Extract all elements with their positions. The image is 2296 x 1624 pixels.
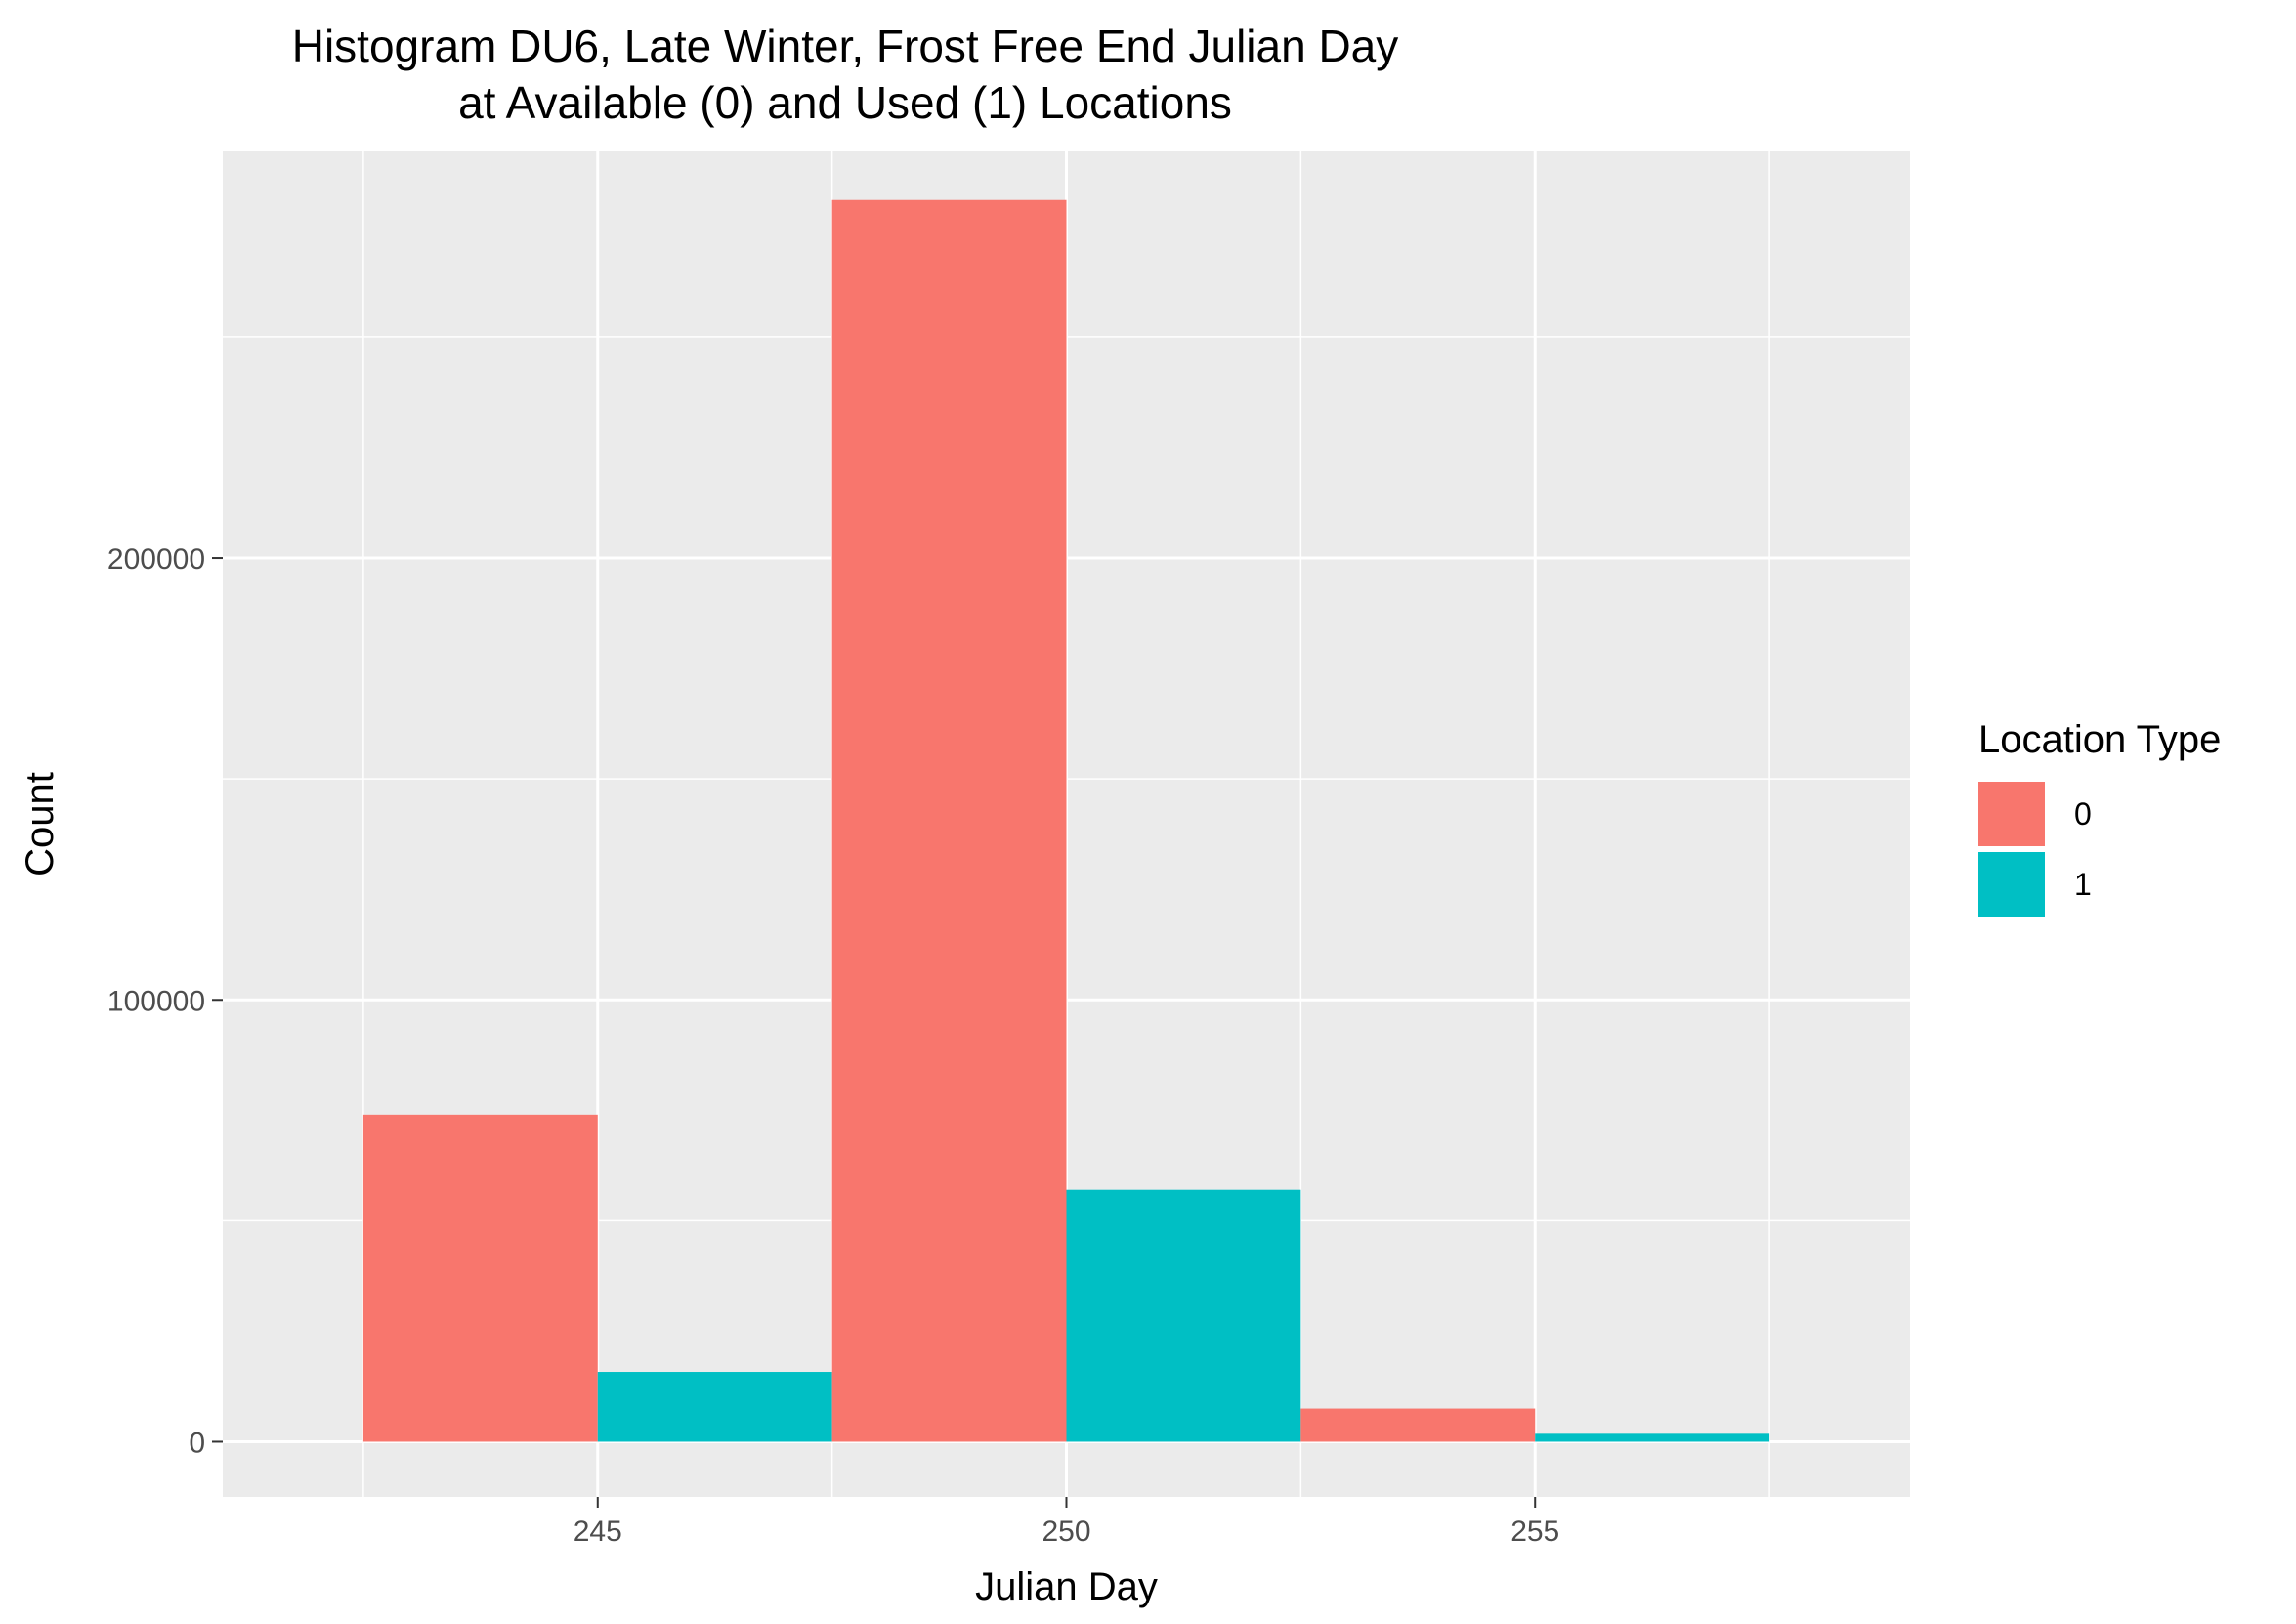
legend-title: Location Type xyxy=(1978,718,2222,761)
legend-label-1: 1 xyxy=(2074,866,2092,902)
bar-series-0-bin-2 xyxy=(1300,1408,1536,1442)
legend-swatch-0 xyxy=(1978,782,2045,846)
bar-series-1-bin-2 xyxy=(1535,1433,1770,1442)
bar-series-1-bin-1 xyxy=(1066,1189,1301,1442)
chart-title-line-1: Histogram DU6, Late Winter, Frost Free E… xyxy=(291,21,1399,71)
bar-series-1-bin-0 xyxy=(597,1372,832,1442)
y-tick-label: 0 xyxy=(189,1427,205,1459)
x-tick-label: 245 xyxy=(574,1516,622,1548)
x-tick-label: 255 xyxy=(1510,1516,1559,1548)
legend-item-1: 1 xyxy=(1978,850,2221,919)
chart-title-line-2: at Available (0) and Used (1) Locations xyxy=(458,77,1232,128)
y-tick-label: 200000 xyxy=(107,543,205,576)
y-tick-label: 100000 xyxy=(107,985,205,1017)
x-axis-label: Julian Day xyxy=(975,1565,1158,1608)
bar-series-0-bin-0 xyxy=(362,1114,598,1442)
legend-item-0: 0 xyxy=(1978,780,2221,848)
bar-series-0-bin-1 xyxy=(831,199,1067,1442)
legend-label-0: 0 xyxy=(2074,795,2092,832)
legend: Location Type 0 1 xyxy=(1978,718,2221,920)
chart-title: Histogram DU6, Late Winter, Frost Free E… xyxy=(220,18,1470,131)
legend-swatch-1 xyxy=(1978,852,2045,917)
x-tick-label: 250 xyxy=(1042,1516,1090,1548)
y-axis-label: Count xyxy=(19,772,62,876)
